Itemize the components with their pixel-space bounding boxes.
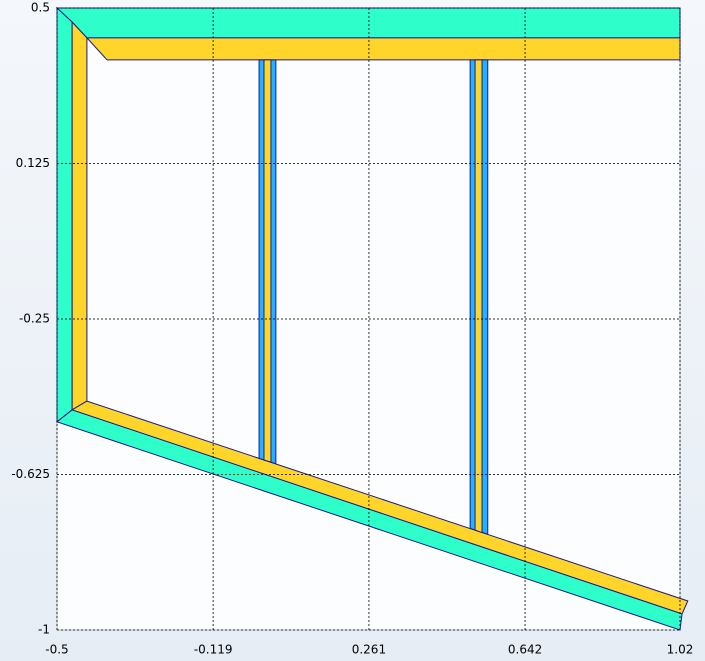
y-tick-label: -1	[38, 623, 50, 637]
y-tick-label: 0.5	[31, 1, 50, 15]
x-tick-label: -0.119	[194, 643, 233, 657]
y-tick-label: -0.625	[11, 467, 50, 481]
shape	[474, 59, 483, 534]
shape	[263, 59, 272, 463]
x-tick-label: 0.261	[352, 643, 386, 657]
y-tick-label: -0.25	[19, 312, 50, 326]
x-tick-label: 1.02	[667, 643, 694, 657]
shape	[85, 37, 681, 61]
shape	[71, 20, 88, 411]
shape	[56, 6, 73, 423]
x-tick-label: -0.5	[45, 643, 68, 657]
x-tick-label: 0.642	[508, 643, 542, 657]
y-tick-label: 0.125	[16, 156, 50, 170]
